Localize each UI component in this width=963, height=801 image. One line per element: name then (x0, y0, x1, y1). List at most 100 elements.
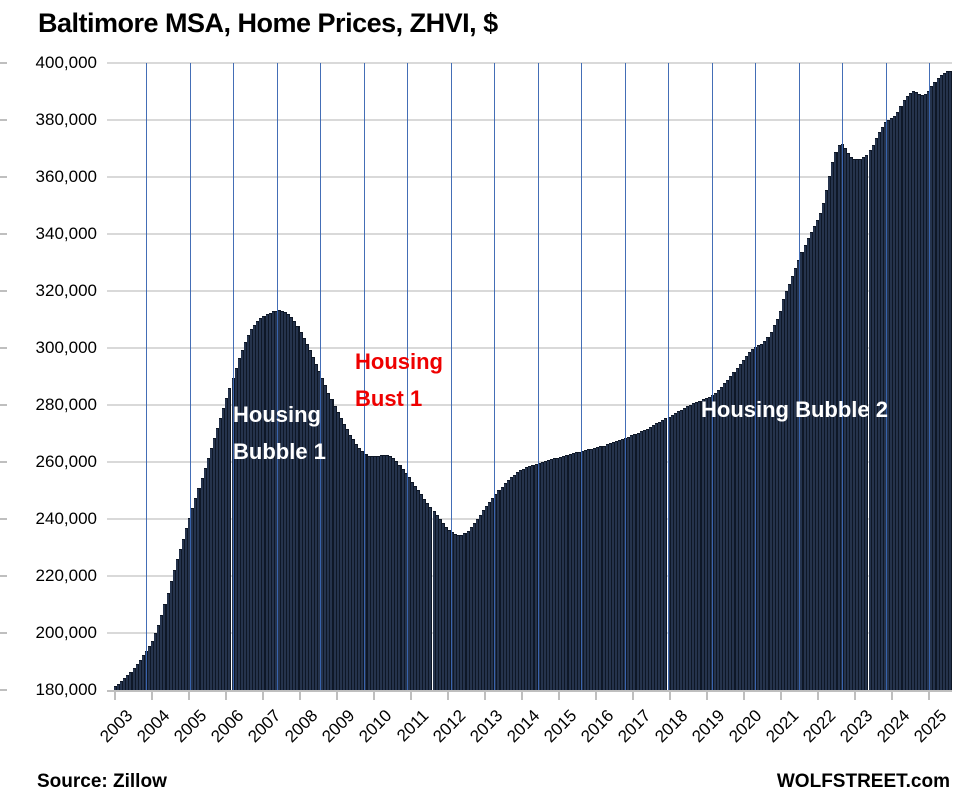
price-bar (237, 358, 241, 690)
price-bar (460, 534, 464, 690)
price-bar (287, 314, 291, 690)
price-bar (290, 317, 294, 690)
price-bar (423, 498, 427, 690)
price-bar (120, 681, 124, 690)
price-bar (203, 468, 207, 690)
price-bar (751, 349, 755, 690)
price-bar (614, 441, 619, 690)
price-bar (772, 325, 776, 690)
price-bar (333, 406, 337, 690)
price-bar (308, 350, 312, 690)
price-bar (741, 359, 745, 690)
price-bar (921, 95, 925, 690)
price-bar (426, 502, 430, 690)
x-gridline (494, 63, 496, 690)
price-bar (661, 419, 665, 690)
price-bar (280, 310, 285, 690)
price-bar (500, 486, 504, 690)
price-bar (676, 411, 680, 690)
y-axis-tick-label: 220,000 (35, 566, 97, 585)
price-bar (194, 498, 198, 690)
x-axis-tick (336, 691, 338, 700)
price-bar (605, 444, 609, 690)
x-gridline (842, 63, 844, 690)
x-axis-year-label: 2024 (873, 706, 914, 747)
price-bar (908, 92, 912, 690)
price-bar (141, 655, 145, 690)
price-bar (806, 237, 810, 690)
y-axis-tick (0, 632, 7, 634)
price-bar (420, 494, 424, 690)
price-bar (608, 443, 612, 690)
x-gridline (146, 63, 148, 690)
price-bar (645, 428, 649, 690)
price-bar (457, 534, 461, 690)
y-gridline (107, 176, 952, 178)
price-bar (948, 70, 952, 690)
price-bar (132, 668, 136, 690)
x-gridline (276, 63, 278, 690)
price-bar (763, 340, 767, 690)
y-axis-tick-label: 280,000 (35, 395, 97, 414)
price-bar (744, 355, 748, 690)
x-axis-tick (595, 691, 597, 700)
price-bar (880, 126, 884, 690)
price-bar (262, 315, 266, 690)
price-bar (853, 158, 857, 690)
price-bar (689, 404, 693, 690)
price-bar (138, 659, 142, 690)
price-bar (775, 318, 779, 690)
price-bar (531, 464, 535, 690)
price-bar (587, 449, 591, 690)
housing-bubble-1-annotation: Housing Bubble 1 (233, 402, 326, 464)
price-bar (352, 439, 356, 690)
price-bar (314, 364, 319, 690)
price-bar (454, 533, 458, 690)
price-bar (781, 299, 785, 690)
price-bar (911, 91, 915, 690)
price-bar (788, 283, 792, 690)
price-bar (537, 462, 541, 690)
price-bar (945, 71, 949, 690)
brand-credit: WOLFSTREET.com (776, 771, 950, 792)
price-bar (271, 311, 275, 690)
price-bar (444, 526, 448, 690)
x-gridline (711, 63, 713, 690)
price-bar (568, 454, 572, 690)
x-axis-tick (447, 691, 449, 700)
price-bar (126, 675, 130, 690)
x-axis-tick (632, 691, 634, 700)
x-axis-tick (891, 691, 893, 700)
price-bar (358, 447, 362, 690)
price-bar (639, 431, 643, 690)
price-bar (936, 77, 940, 690)
price-bar (819, 213, 823, 690)
price-bar (395, 461, 399, 690)
price-bar (791, 275, 795, 690)
price-bar (825, 190, 829, 690)
x-axis-tick (114, 691, 116, 700)
y-axis-tick (0, 176, 7, 178)
price-bar (849, 156, 854, 690)
price-bar (370, 456, 374, 690)
x-axis-year-label: 2009 (318, 706, 359, 747)
price-bar (679, 409, 683, 690)
price-bar (175, 559, 179, 690)
price-bar (299, 331, 303, 690)
price-bar (355, 443, 359, 690)
price-bar (469, 527, 473, 690)
price-bar (729, 375, 733, 690)
price-bar (451, 532, 455, 690)
price-bar (812, 225, 816, 690)
x-axis-tick (225, 691, 227, 700)
y-axis-tick-label: 180,000 (35, 680, 97, 699)
price-bar (311, 357, 315, 690)
price-bar (389, 456, 393, 690)
price-bar (843, 147, 847, 690)
price-bar (339, 418, 343, 690)
x-gridline (581, 63, 583, 690)
price-bar (890, 117, 894, 690)
price-bar (293, 321, 297, 690)
price-bar (648, 426, 653, 690)
price-bar (169, 581, 173, 690)
